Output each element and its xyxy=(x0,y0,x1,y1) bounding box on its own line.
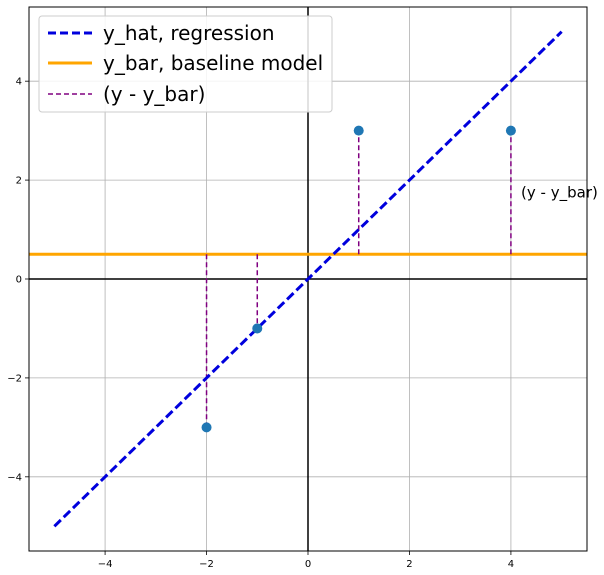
data-point xyxy=(353,125,364,136)
data-point xyxy=(201,422,212,433)
ticks xyxy=(25,80,512,555)
x-tick-label: 0 xyxy=(305,559,311,570)
legend-label-residual: (y - y_bar) xyxy=(103,82,205,106)
y-tick-label: 2 xyxy=(16,176,22,187)
x-tick-label: −4 xyxy=(98,559,113,570)
y-tick-label: 0 xyxy=(16,275,22,286)
regression-series xyxy=(53,30,563,528)
x-tick-label: 2 xyxy=(406,559,412,570)
regression-line xyxy=(53,30,563,528)
residual-series xyxy=(205,130,512,428)
legend-label-regression: y_hat, regression xyxy=(103,21,275,45)
x-tick-label: −2 xyxy=(199,559,214,570)
data-point xyxy=(505,125,516,136)
x-tick-label: 4 xyxy=(508,559,514,570)
residual-annotation: (y - y_bar) xyxy=(521,183,598,202)
legend-label-baseline: y_bar, baseline model xyxy=(103,51,323,75)
tick-labels: −4 −2 0 2 4 −4 −2 0 2 4 xyxy=(7,77,514,570)
y-tick-label: −2 xyxy=(7,373,22,384)
y-tick-label: 4 xyxy=(16,77,22,88)
data-points xyxy=(201,125,516,433)
y-tick-label: −4 xyxy=(7,472,22,483)
legend: y_hat, regression y_bar, baseline model … xyxy=(38,15,333,113)
legend-box xyxy=(38,15,333,113)
data-point xyxy=(252,323,263,334)
